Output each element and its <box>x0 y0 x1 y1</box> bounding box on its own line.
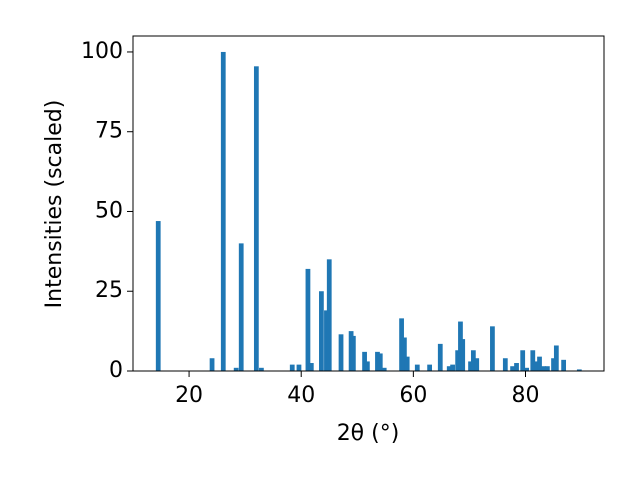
bar <box>460 339 466 371</box>
bar <box>350 335 356 371</box>
bar <box>155 221 161 371</box>
bar <box>437 343 443 371</box>
y-tick-label: 100 <box>81 39 123 64</box>
bar <box>530 350 536 371</box>
bar <box>427 364 433 371</box>
bar <box>238 243 244 371</box>
bar <box>220 51 226 371</box>
x-tick-label: 80 <box>512 383 540 408</box>
bar <box>319 291 324 371</box>
bar <box>381 367 387 371</box>
bar <box>490 326 495 371</box>
bar <box>514 363 519 371</box>
y-axis-label: Intensities (scaled) <box>42 100 67 309</box>
bar <box>377 353 383 371</box>
bar <box>468 361 473 371</box>
bar <box>326 259 332 371</box>
bar <box>253 66 259 372</box>
bar <box>537 356 542 371</box>
bar <box>520 350 526 371</box>
bar <box>561 359 567 371</box>
bar <box>308 363 314 371</box>
bar <box>404 356 410 371</box>
bar <box>289 364 295 371</box>
x-tick-label: 20 <box>175 383 203 408</box>
bar <box>324 310 329 371</box>
bar <box>470 350 476 371</box>
x-axis-label: 2θ (°) <box>337 421 400 446</box>
bar <box>446 366 452 371</box>
bar <box>510 366 515 371</box>
bar <box>402 337 407 371</box>
bar <box>305 268 311 371</box>
bar <box>553 345 559 371</box>
bar <box>362 351 367 371</box>
bar <box>364 361 370 371</box>
x-tick-label: 60 <box>399 383 427 408</box>
y-tick-label: 50 <box>95 198 123 223</box>
plot-frame <box>132 35 605 372</box>
bar <box>296 364 302 371</box>
y-tick-label: 75 <box>95 119 123 144</box>
y-tick-label: 0 <box>109 358 123 383</box>
bar <box>259 367 264 371</box>
x-tick-label: 40 <box>287 383 315 408</box>
bar <box>544 366 550 371</box>
bar <box>450 364 455 371</box>
bar <box>551 358 556 371</box>
y-tick-label: 25 <box>95 278 123 303</box>
bar <box>209 358 215 371</box>
bar <box>338 334 344 371</box>
bar <box>375 351 380 371</box>
bar <box>455 350 461 371</box>
bar <box>414 364 420 371</box>
bar <box>576 369 582 371</box>
bar <box>502 358 508 371</box>
bar <box>534 361 540 371</box>
bar <box>474 358 480 371</box>
bar <box>399 318 404 371</box>
bar <box>233 367 239 371</box>
bar <box>541 366 546 371</box>
bar <box>524 367 530 371</box>
